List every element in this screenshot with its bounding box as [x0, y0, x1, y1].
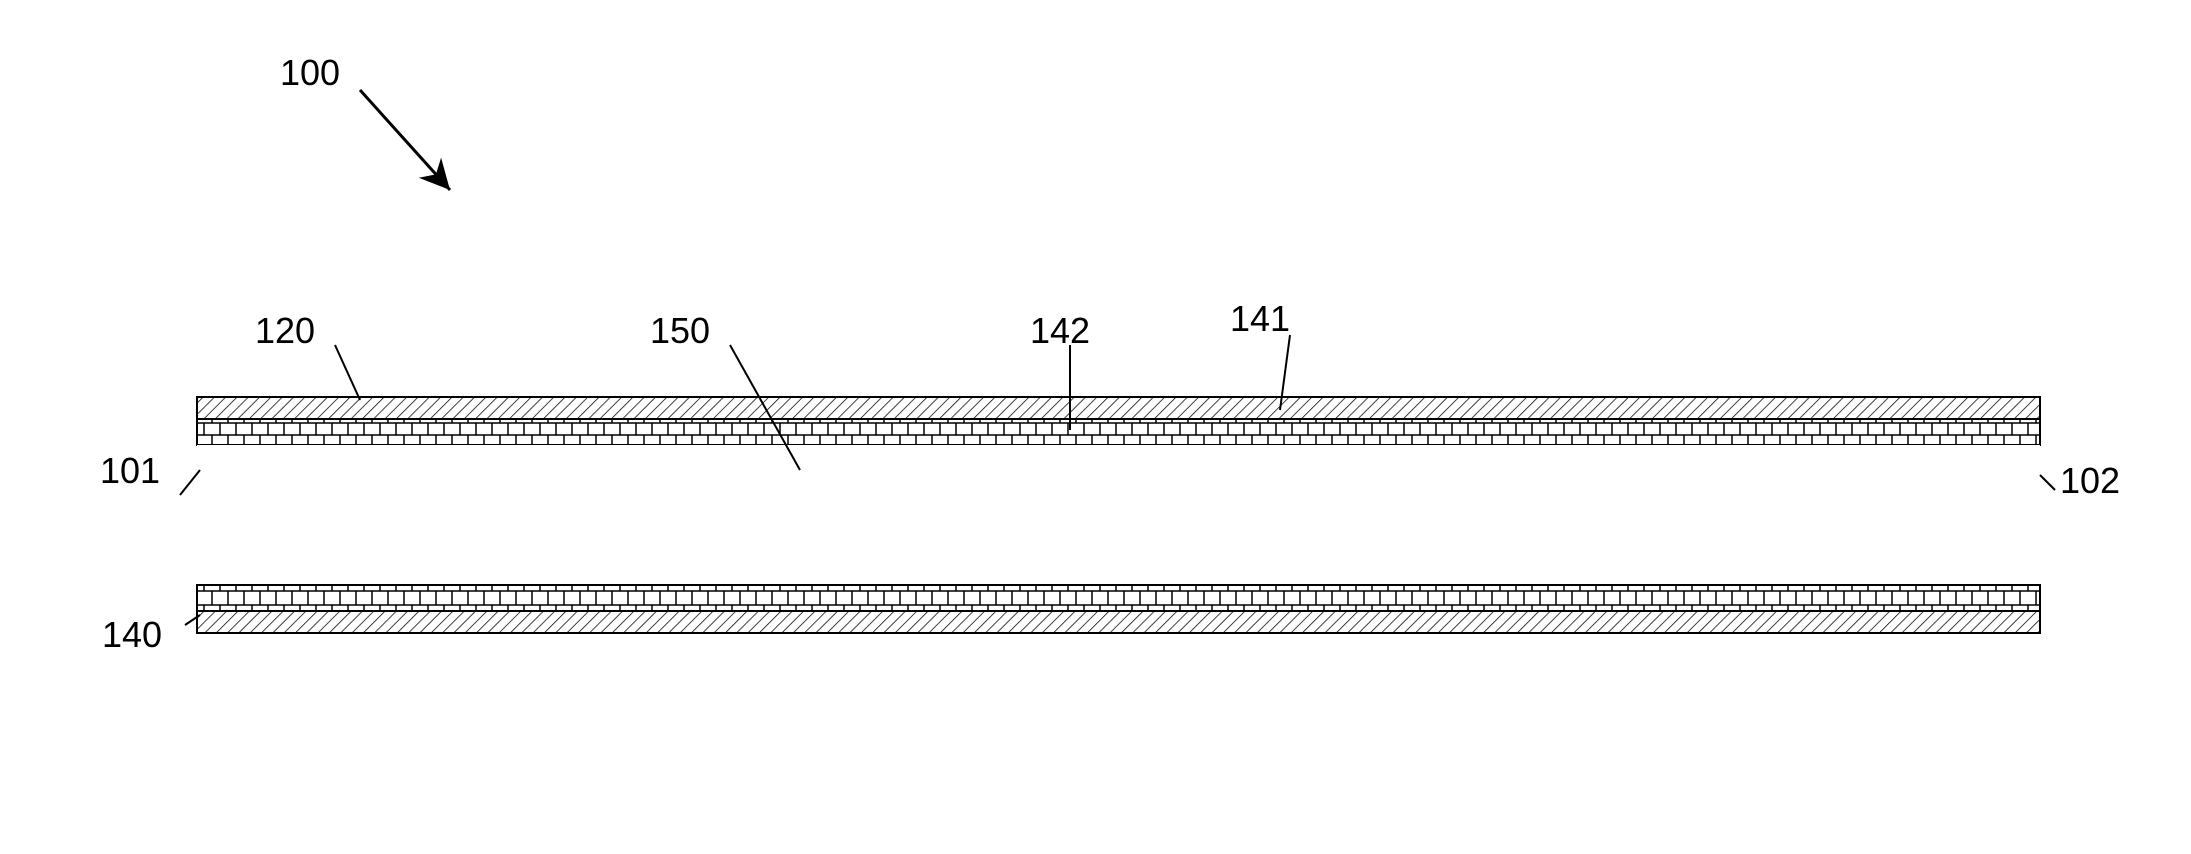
layer-120-top: [197, 397, 2040, 419]
label-100: 100: [280, 52, 340, 94]
leader-100: [360, 90, 450, 190]
layer-141-bottom: [197, 585, 2040, 611]
label-150: 150: [650, 310, 710, 352]
diagram-svg: [0, 0, 2191, 854]
layer-141-top: [197, 419, 2040, 445]
label-141: 141: [1230, 298, 1290, 340]
label-142: 142: [1030, 310, 1090, 352]
layer-150-channel: [197, 445, 2040, 585]
label-101: 101: [100, 450, 160, 492]
label-120: 120: [255, 310, 315, 352]
leader-120: [335, 345, 360, 400]
label-140: 140: [102, 614, 162, 656]
label-102: 102: [2060, 460, 2120, 502]
layer-140-bottom: [197, 611, 2040, 633]
leader-102: [2040, 475, 2055, 490]
